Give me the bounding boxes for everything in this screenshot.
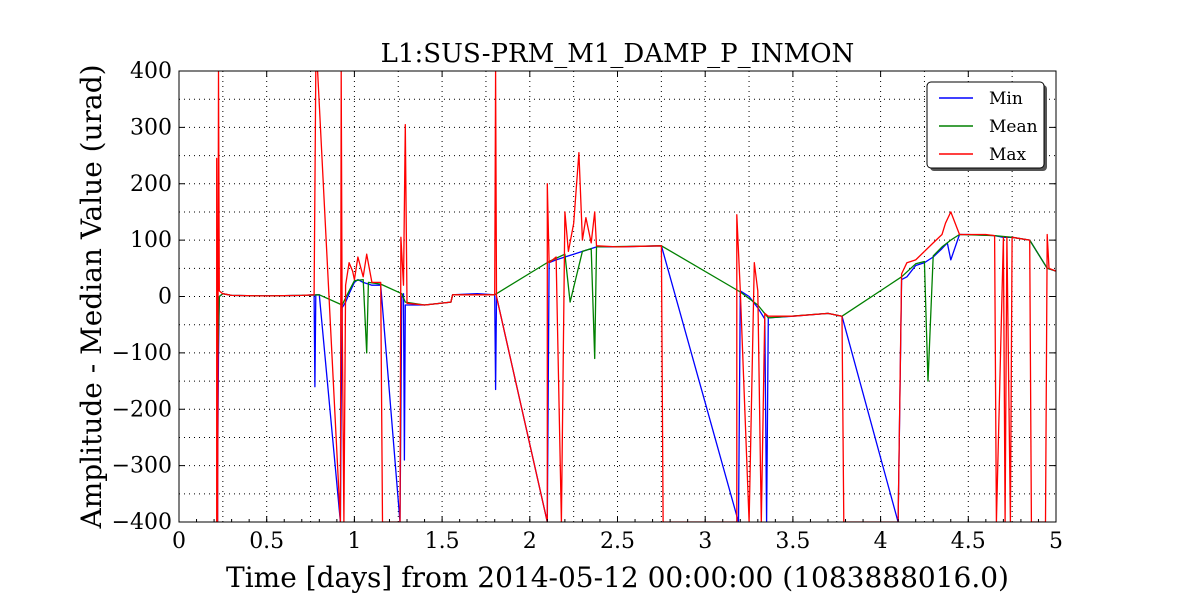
chart-title: L1:SUS-PRM_M1_DAMP_P_INMON	[381, 39, 855, 69]
y-tick-label: −400	[112, 510, 172, 535]
x-tick-label: 0	[172, 529, 186, 554]
tick-group: 0 0.5 1 1.5 2 2.5 3 3.5 4 4.5 5 −400 −300 −200 −100 0 10…	[112, 59, 1063, 554]
x-tick-label: 4.5	[951, 529, 986, 554]
legend: Min Mean Max	[926, 81, 1047, 171]
x-tick-label: 3	[698, 529, 712, 554]
x-axis-label: Time [days] from 2014-05-12 00:00:00 (10…	[226, 561, 1009, 594]
series-group	[216, 71, 1056, 522]
x-tick-label: 1.5	[425, 529, 460, 554]
legend-label-max: Max	[989, 145, 1027, 165]
y-tick-label: 200	[130, 172, 172, 197]
y-tick-label: 0	[158, 285, 172, 310]
y-tick-label: 100	[130, 228, 172, 253]
y-tick-label: 400	[130, 59, 172, 84]
x-tick-label: 1	[347, 529, 361, 554]
y-tick-label: −100	[112, 341, 172, 366]
x-tick-label: 0.5	[249, 529, 284, 554]
x-tick-label: 4	[874, 529, 888, 554]
y-tick-label: −200	[112, 397, 172, 422]
legend-box	[926, 81, 1045, 169]
series-line-mean	[216, 233, 1056, 382]
y-tick-label: −300	[112, 454, 172, 479]
x-tick-label: 5	[1049, 529, 1063, 554]
y-tick-label: 300	[130, 115, 172, 140]
x-tick-label: 2.5	[600, 529, 635, 554]
legend-label-min: Min	[989, 89, 1023, 109]
legend-label-mean: Mean	[989, 117, 1038, 137]
x-tick-label: 3.5	[775, 529, 810, 554]
series-line-max	[216, 71, 1056, 522]
grid	[179, 71, 1056, 522]
y-axis-label: Amplitude - Median Value (urad)	[75, 64, 108, 529]
x-tick-label: 2	[523, 529, 537, 554]
